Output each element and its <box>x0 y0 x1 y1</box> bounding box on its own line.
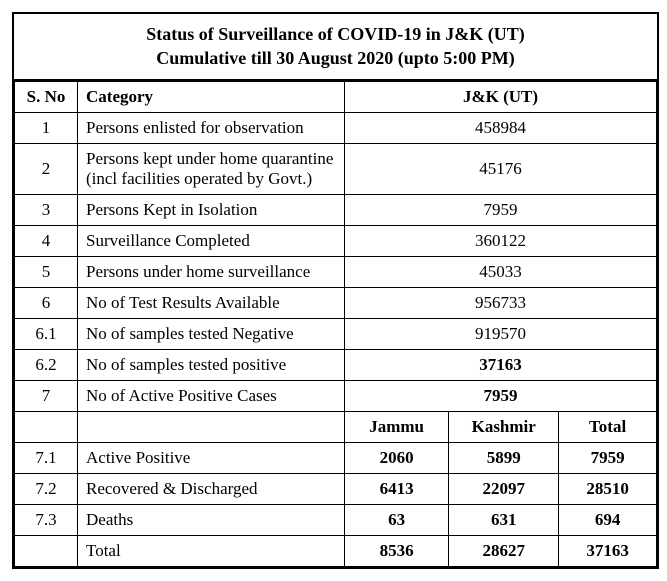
cell-jammu: 6413 <box>345 473 449 504</box>
header-category: Category <box>78 81 345 112</box>
cell-value: 45176 <box>345 143 657 194</box>
cell-value: 360122 <box>345 225 657 256</box>
cell-category: Persons enlisted for observation <box>78 112 345 143</box>
cell-sno: 6.1 <box>15 318 78 349</box>
cell-sno: 7.1 <box>15 442 78 473</box>
cell-sno: 5 <box>15 256 78 287</box>
breakdown-row: 7.1 Active Positive 2060 5899 7959 <box>15 442 657 473</box>
table-row: 1 Persons enlisted for observation 45898… <box>15 112 657 143</box>
cell-total: 28510 <box>559 473 657 504</box>
cell-sno: 1 <box>15 112 78 143</box>
breakdown-row: 7.2 Recovered & Discharged 6413 22097 28… <box>15 473 657 504</box>
cell-blank <box>15 411 78 442</box>
cell-value: 7959 <box>345 194 657 225</box>
cell-sno: 7.2 <box>15 473 78 504</box>
cell-category: Persons Kept in Isolation <box>78 194 345 225</box>
cell-category: No of Test Results Available <box>78 287 345 318</box>
table-row: 2 Persons kept under home quarantine (in… <box>15 143 657 194</box>
header-kashmir: Kashmir <box>449 411 559 442</box>
covid-surveillance-table: Status of Surveillance of COVID-19 in J&… <box>12 12 659 569</box>
cell-jammu: 2060 <box>345 442 449 473</box>
cell-category: No of samples tested Negative <box>78 318 345 349</box>
cell-kashmir: 5899 <box>449 442 559 473</box>
cell-sno: 7 <box>15 380 78 411</box>
header-sno: S. No <box>15 81 78 112</box>
data-table: S. No Category J&K (UT) 1 Persons enlist… <box>14 81 657 567</box>
header-total: Total <box>559 411 657 442</box>
table-row: 5 Persons under home surveillance 45033 <box>15 256 657 287</box>
cell-total: 7959 <box>559 442 657 473</box>
title-line-1: Status of Surveillance of COVID-19 in J&… <box>146 24 525 44</box>
cell-value: 37163 <box>345 349 657 380</box>
cell-blank <box>78 411 345 442</box>
cell-grand-total: 37163 <box>559 535 657 566</box>
cell-category: Active Positive <box>78 442 345 473</box>
cell-value: 7959 <box>345 380 657 411</box>
header-jammu: Jammu <box>345 411 449 442</box>
cell-jammu-total: 8536 <box>345 535 449 566</box>
table-row: 6.2 No of samples tested positive 37163 <box>15 349 657 380</box>
header-row: S. No Category J&K (UT) <box>15 81 657 112</box>
cell-sno: 2 <box>15 143 78 194</box>
cell-sno: 6 <box>15 287 78 318</box>
cell-value: 45033 <box>345 256 657 287</box>
cell-category: No of samples tested positive <box>78 349 345 380</box>
cell-kashmir: 22097 <box>449 473 559 504</box>
cell-value: 919570 <box>345 318 657 349</box>
cell-total-label: Total <box>78 535 345 566</box>
title-line-2: Cumulative till 30 August 2020 (upto 5:0… <box>156 48 515 68</box>
cell-sno: 3 <box>15 194 78 225</box>
cell-value: 458984 <box>345 112 657 143</box>
cell-sno: 6.2 <box>15 349 78 380</box>
cell-blank <box>15 535 78 566</box>
cell-category: Recovered & Discharged <box>78 473 345 504</box>
cell-category: Surveillance Completed <box>78 225 345 256</box>
cell-category: No of Active Positive Cases <box>78 380 345 411</box>
table-row: 6.1 No of samples tested Negative 919570 <box>15 318 657 349</box>
table-row: 3 Persons Kept in Isolation 7959 <box>15 194 657 225</box>
cell-kashmir-total: 28627 <box>449 535 559 566</box>
table-row: 7 No of Active Positive Cases 7959 <box>15 380 657 411</box>
breakdown-header-row: Jammu Kashmir Total <box>15 411 657 442</box>
total-row: Total 8536 28627 37163 <box>15 535 657 566</box>
cell-category: Persons kept under home quarantine (incl… <box>78 143 345 194</box>
header-jk: J&K (UT) <box>345 81 657 112</box>
table-title: Status of Surveillance of COVID-19 in J&… <box>14 14 657 81</box>
table-row: 4 Surveillance Completed 360122 <box>15 225 657 256</box>
cell-value: 956733 <box>345 287 657 318</box>
cell-sno: 4 <box>15 225 78 256</box>
table-row: 6 No of Test Results Available 956733 <box>15 287 657 318</box>
cell-category: Persons under home surveillance <box>78 256 345 287</box>
